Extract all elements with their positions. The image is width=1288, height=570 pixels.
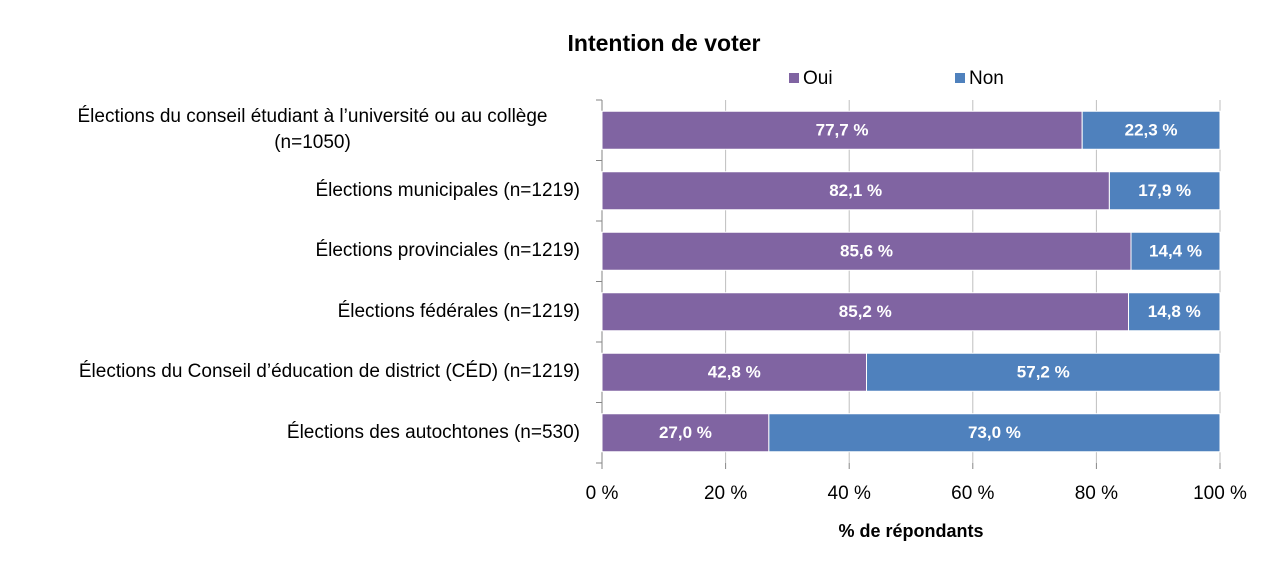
bar-label: 73,0 % [968,423,1021,442]
y-tick-label: Élections municipales (n=1219) [315,161,580,221]
y-tick-label: Élections du Conseil d’éducation de dist… [79,342,580,402]
bar-label: 17,9 % [1138,181,1191,200]
bar [601,110,1083,150]
bar [601,352,868,392]
x-tick-label: 0 % [586,483,619,504]
bar [866,352,1221,392]
y-tick-text: Élections du conseil étudiant à l’univer… [77,106,548,154]
y-tick-label: Élections fédérales (n=1219) [338,282,580,342]
bar-label: 22,3 % [1125,121,1178,140]
y-tick-text: Élections municipales (n=1219) [315,179,580,201]
y-tick-label: Élections du conseil étudiant à l’univer… [45,100,580,160]
bar-label: 57,2 % [1017,363,1070,382]
bar-label: 85,2 % [839,302,892,321]
bar [1128,292,1221,332]
bar [1108,171,1221,211]
bar-label: 14,8 % [1148,302,1201,321]
x-axis-title: % de répondants [838,521,983,541]
legend-label: Oui [803,68,833,89]
legend-swatch [955,73,965,83]
bar-label: 14,4 % [1149,242,1202,261]
y-tick-text: Élections du Conseil d’éducation de dist… [78,361,580,383]
x-tick-label: 60 % [951,483,994,504]
x-tick-label: 20 % [704,483,747,504]
bar-label: 82,1 % [829,181,882,200]
x-tick-label: 40 % [828,483,871,504]
legend-label: Non [969,68,1004,89]
legend-swatch [789,73,799,83]
bar-label: 77,7 % [816,121,869,140]
bar [601,171,1110,211]
bar [1130,231,1221,271]
y-tick-text: Élections provinciales (n=1219) [315,240,580,262]
bar-label: 42,8 % [708,363,761,382]
chart-title: Intention de voter [568,30,761,56]
bar [1081,110,1221,150]
y-tick-label: Élections des autochtones (n=530) [287,403,580,463]
bar-label: 85,6 % [840,242,893,261]
bar [601,413,770,453]
y-tick-text: Élections des autochtones (n=530) [286,421,580,443]
y-tick-label: Élections provinciales (n=1219) [315,221,580,281]
x-tick-label: 100 % [1193,483,1247,504]
y-tick-text: Élections fédérales (n=1219) [337,300,580,322]
x-tick-label: 80 % [1075,483,1118,504]
bar-label: 27,0 % [659,423,712,442]
bar [768,413,1221,453]
